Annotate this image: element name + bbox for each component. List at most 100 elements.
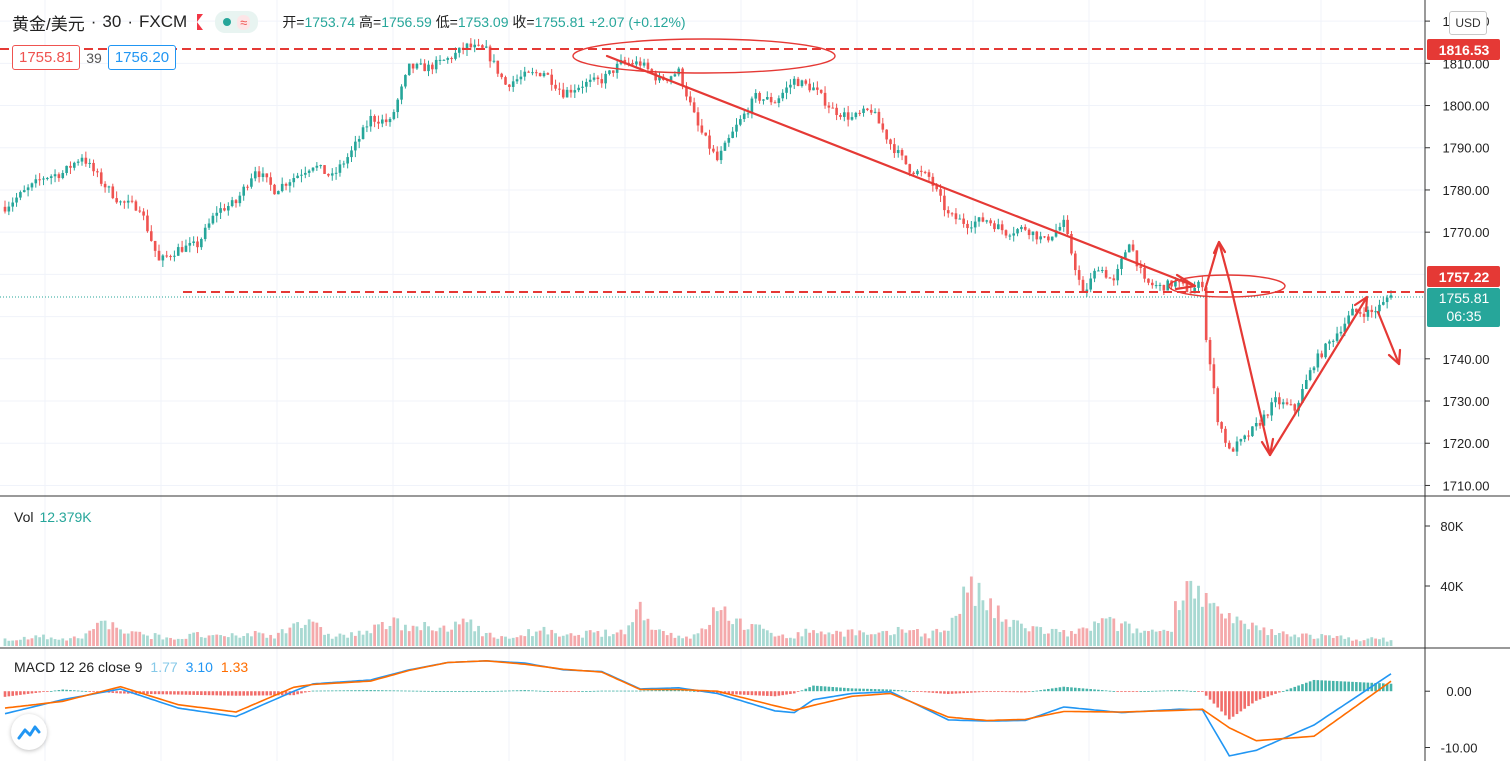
candle-body	[1158, 284, 1162, 286]
candle-body	[1374, 311, 1377, 313]
macd-histogram-bar	[796, 691, 800, 693]
resistance-price-text: 1816.53	[1439, 42, 1490, 58]
volume-bar	[492, 637, 496, 646]
macd-histogram-bar	[1204, 691, 1208, 696]
interval[interactable]: 30	[102, 12, 122, 31]
volume-bar	[176, 638, 180, 646]
candle-body	[88, 162, 91, 164]
macd-histogram-bar	[1081, 688, 1085, 692]
bid-button[interactable]: 1755.81	[12, 45, 81, 70]
macd-histogram-bar	[1239, 691, 1243, 712]
candle-body	[1000, 224, 1004, 231]
ask-button[interactable]: 1756.20	[107, 45, 177, 70]
macd-histogram-bar	[685, 690, 688, 692]
candle-body	[38, 179, 41, 181]
volume-bar	[292, 623, 296, 646]
candle-body	[126, 200, 130, 203]
macd-histogram-bar	[954, 691, 958, 694]
macd-axis[interactable]: 0.00 -10.00	[1425, 684, 1477, 755]
volume-bar	[850, 629, 854, 646]
macd-legend[interactable]: MACD 12 26 close 9 1.77 3.10 1.33	[14, 659, 248, 675]
volume-bar	[288, 627, 292, 646]
candle-body	[777, 98, 781, 104]
open-label: 开=	[282, 14, 305, 30]
macd-histogram-bar	[1143, 691, 1146, 692]
macd-histogram-bar	[107, 691, 111, 693]
candle-body	[1212, 364, 1216, 389]
candle-body	[1208, 339, 1212, 365]
candle-body	[1147, 278, 1150, 283]
volume-bar	[569, 633, 573, 646]
candle-body	[985, 220, 989, 222]
candle-body	[261, 173, 265, 178]
macd-histogram-bar	[1351, 681, 1354, 692]
volume-bar	[1328, 635, 1331, 646]
macd-histogram-bar	[1289, 688, 1293, 692]
candle-body	[84, 157, 88, 164]
current-price-tag: 1755.81 06:35	[1427, 288, 1500, 327]
candle-body	[1358, 312, 1362, 314]
candle-body	[1070, 234, 1073, 254]
macd-histogram-bar	[1170, 690, 1173, 692]
candle-body	[1116, 268, 1119, 281]
candle-body	[1162, 284, 1166, 291]
candle-body	[812, 87, 815, 91]
macd-histogram-bar	[223, 691, 226, 696]
candle-body	[931, 176, 935, 186]
volume-bar	[196, 632, 199, 646]
symbol-name[interactable]: 黄金/美元	[12, 14, 85, 34]
volume-bar	[1150, 629, 1154, 646]
macd-histogram-bar	[527, 690, 530, 692]
macd-histogram-bar	[862, 688, 865, 692]
volume-bar	[265, 637, 269, 646]
volume-bar	[103, 620, 107, 646]
macd-histogram-bar	[927, 691, 931, 693]
candle-body	[1177, 281, 1181, 283]
volume-bar	[804, 628, 808, 646]
flag-icon[interactable]	[197, 14, 204, 30]
change-value: +2.07 (+0.12%)	[589, 14, 686, 30]
currency-button[interactable]: USD	[1449, 11, 1487, 35]
candle-body	[1012, 233, 1015, 236]
macd-histogram-bar	[612, 690, 615, 692]
candle-body	[22, 190, 26, 193]
tradingview-logo-icon[interactable]	[11, 714, 47, 750]
volume-bar	[111, 622, 115, 646]
candle-body	[700, 125, 704, 133]
candle-body	[15, 197, 18, 203]
macd-histogram-bar	[750, 691, 754, 696]
volume-legend[interactable]: Vol 12.379K	[14, 509, 92, 525]
macd-histogram-bar	[377, 690, 380, 692]
volume-bar	[484, 632, 488, 646]
macd-histogram-bar	[800, 690, 804, 692]
candle-body	[981, 217, 985, 222]
macd-histogram-bar	[1120, 691, 1123, 693]
macd-histogram-bar	[53, 690, 57, 692]
market-status-toggle[interactable]: ≈	[215, 11, 259, 33]
candle-body	[1351, 308, 1354, 316]
macd-histogram-bar	[1027, 691, 1031, 693]
macd-histogram-bar	[1116, 691, 1119, 693]
volume-axis[interactable]: 80K 40K	[1425, 519, 1464, 594]
volume-bar	[573, 635, 577, 646]
macd-histogram-bar	[242, 691, 245, 696]
candle-body	[488, 46, 492, 62]
macd-histogram-bar	[1231, 691, 1235, 717]
candle-body	[877, 111, 881, 124]
volume-bar	[1258, 630, 1262, 646]
macd-histogram-bar	[985, 691, 989, 693]
macd-histogram-bar	[989, 691, 992, 693]
volume-bar	[1154, 631, 1158, 646]
price-candles	[3, 38, 1393, 456]
macd-histogram-bar	[931, 691, 935, 693]
macd-histogram-bar	[569, 691, 573, 693]
candle-body	[284, 183, 288, 186]
price-axis[interactable]: 1710.00 1720.00 1730.00 1740.00 1770.00 1780.…	[1425, 14, 1490, 493]
candle-body	[692, 102, 696, 113]
macd-histogram-bar	[361, 690, 365, 692]
macd-histogram-bar	[1089, 689, 1092, 692]
macd-histogram-bar	[715, 691, 719, 694]
candle-body	[361, 127, 365, 140]
volume-bar	[1058, 632, 1062, 646]
